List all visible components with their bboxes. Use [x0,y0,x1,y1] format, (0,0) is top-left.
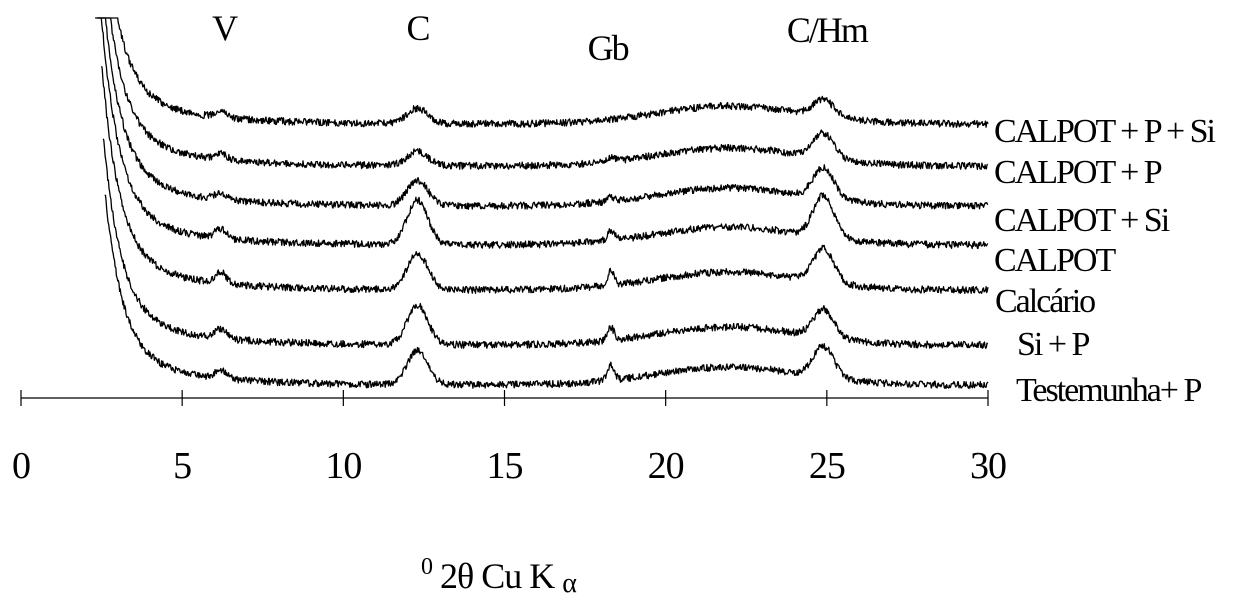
diffraction-traces [95,17,989,389]
peak-labels: V C Gb C/Hm [212,8,871,68]
series-labels: CALPOT + P + Si CALPOT + P CALPOT + SiCALP… [994,113,1218,409]
trace-1 [96,17,989,170]
x-tick-label-3: 15 [487,445,523,487]
trace-5 [102,138,989,349]
series-label-2: CALPOT + Si [994,202,1170,239]
x-axis-label-superscript: 0 [421,554,433,580]
series-label-6: Testemunha+ P [1016,372,1201,409]
peak-label-3: C/Hm [787,10,869,50]
peak-label-2: Gb [588,28,629,68]
x-tick-label-5: 25 [809,445,845,487]
series-label-3: CALPOT [994,242,1116,279]
x-tick-label-6: 30 [970,445,1006,487]
trace-4 [100,66,989,295]
trace-2 [98,17,989,210]
x-axis-label-main: 2θ Cu K [440,556,555,596]
peak-label-0: V [212,8,238,48]
x-tick-label-4: 20 [648,445,684,487]
x-tick-label-1: 5 [173,445,191,487]
trace-3 [99,17,989,250]
trace-6 [104,194,989,389]
x-tick-label-2: 10 [325,445,361,487]
x-tick-label-0: 0 [12,445,30,487]
peak-label-1: C [406,8,429,48]
series-label-5: Si + P [1017,326,1090,363]
series-label-0: CALPOT + P + Si [994,113,1216,150]
x-axis [20,390,989,406]
x-tick-labels: 0 5 10 15 20 25 30 [12,445,1007,487]
trace-0 [95,17,989,128]
x-axis-label-alpha: α [562,568,577,599]
series-label-1: CALPOT + P [994,154,1162,191]
series-label-4: Calcário [995,283,1095,320]
x-axis-label: 0 2θ Cu K α [421,542,577,599]
